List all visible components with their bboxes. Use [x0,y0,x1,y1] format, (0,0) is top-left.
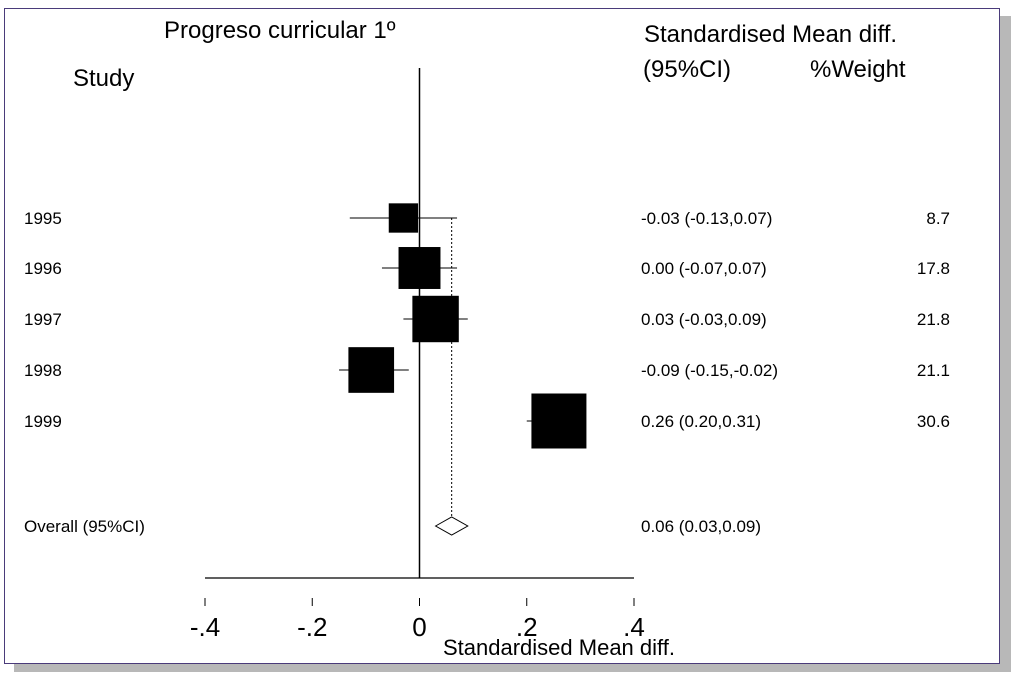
x-axis-label: Standardised Mean diff. [443,635,675,660]
study-label: 1999 [24,412,62,431]
study-column-header: Study [73,65,134,92]
ci-column-header: (95%CI) [643,56,731,83]
study-weight-box [412,295,459,343]
chart-title: Progreso curricular 1º [164,17,396,44]
study-label: 1995 [24,209,62,228]
weight-value: 17.8 [917,259,950,278]
effect-estimate-text: 0.03 (-0.03,0.09) [641,310,767,329]
effect-column-header: Standardised Mean diff. [644,21,897,48]
overall-diamond [434,516,469,536]
x-tick-label: 0 [412,612,426,642]
weight-value: 8.7 [926,209,950,228]
x-tick-label: .2 [516,612,538,642]
x-tick-label: .4 [623,612,645,642]
study-weight-box [348,347,395,393]
chart-frame [4,8,1000,664]
weight-value: 21.1 [917,361,950,380]
study-label: 1996 [24,259,62,278]
weight-value: 30.6 [917,412,950,431]
effect-estimate-text: 0.26 (0.20,0.31) [641,412,761,431]
effect-estimate-text: 0.00 (-0.07,0.07) [641,259,767,278]
study-weight-box [398,247,441,289]
x-tick-label: -.4 [190,612,220,642]
study-label: 1998 [24,361,62,380]
x-tick-label: -.2 [297,612,327,642]
weight-value: 21.8 [917,310,950,329]
study-label: 1997 [24,310,62,329]
effect-estimate-text: -0.09 (-0.15,-0.02) [641,361,778,380]
study-weight-box [388,203,419,233]
overall-estimate-text: 0.06 (0.03,0.09) [641,517,761,536]
weight-column-header: %Weight [810,56,906,83]
overall-label: Overall (95%CI) [24,517,145,536]
effect-estimate-text: -0.03 (-0.13,0.07) [641,209,772,228]
study-weight-box [531,393,587,449]
